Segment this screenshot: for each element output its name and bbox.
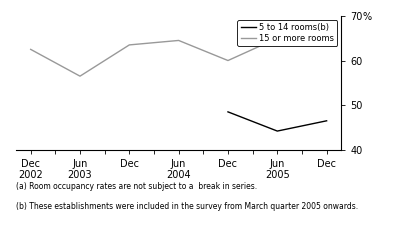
Text: (b) These establishments were included in the survey from March quarter 2005 onw: (b) These establishments were included i…	[16, 202, 358, 211]
15 or more rooms	[225, 59, 230, 62]
Line: 15 or more rooms: 15 or more rooms	[31, 38, 327, 76]
15 or more rooms	[324, 40, 329, 43]
15 or more rooms	[275, 37, 279, 39]
5 to 14 rooms(b)	[275, 130, 279, 132]
Y-axis label: %: %	[363, 12, 372, 22]
Line: 5 to 14 rooms(b): 5 to 14 rooms(b)	[228, 112, 327, 131]
5 to 14 rooms(b)	[324, 119, 329, 122]
Legend: 5 to 14 rooms(b), 15 or more rooms: 5 to 14 rooms(b), 15 or more rooms	[237, 20, 337, 46]
Text: (a) Room occupancy rates are not subject to a  break in series.: (a) Room occupancy rates are not subject…	[16, 182, 257, 191]
15 or more rooms	[78, 75, 83, 77]
15 or more rooms	[127, 44, 132, 46]
5 to 14 rooms(b)	[225, 111, 230, 113]
15 or more rooms	[28, 48, 33, 51]
15 or more rooms	[176, 39, 181, 42]
